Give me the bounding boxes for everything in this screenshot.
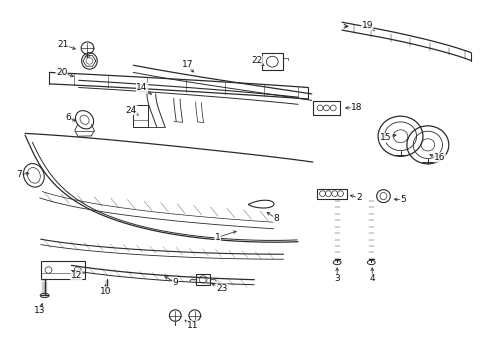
Text: 14: 14 — [136, 83, 147, 92]
Text: 24: 24 — [125, 105, 137, 114]
Text: 6: 6 — [65, 113, 71, 122]
Text: 19: 19 — [361, 21, 372, 30]
Text: 3: 3 — [334, 274, 339, 283]
Text: 8: 8 — [273, 214, 279, 223]
Text: 4: 4 — [369, 274, 374, 283]
Text: 16: 16 — [433, 153, 445, 162]
Text: 12: 12 — [70, 271, 82, 280]
Bar — [262, 53, 282, 70]
Text: 23: 23 — [216, 284, 227, 293]
Bar — [312, 101, 339, 115]
Text: 13: 13 — [34, 306, 45, 315]
Bar — [195, 274, 210, 285]
Text: 2: 2 — [356, 193, 361, 202]
Text: 22: 22 — [250, 56, 262, 65]
Text: 11: 11 — [186, 321, 198, 330]
Text: 5: 5 — [399, 195, 405, 204]
Bar — [133, 105, 148, 127]
Bar — [316, 189, 346, 199]
Text: 7: 7 — [16, 170, 22, 179]
Text: 1: 1 — [214, 233, 220, 242]
Text: 10: 10 — [100, 287, 111, 296]
Text: 17: 17 — [182, 60, 193, 69]
Text: 18: 18 — [350, 103, 362, 112]
Text: 15: 15 — [379, 133, 391, 142]
Text: 20: 20 — [56, 68, 67, 77]
Text: 9: 9 — [172, 278, 178, 287]
Bar — [41, 261, 84, 279]
Text: 21: 21 — [57, 40, 69, 49]
